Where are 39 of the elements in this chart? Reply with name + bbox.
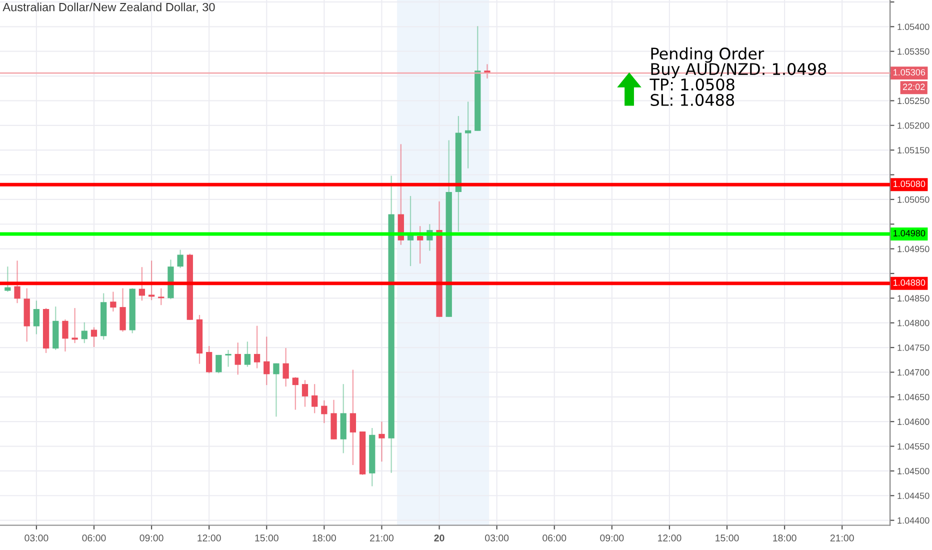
x-tick-label: 15:00 (255, 534, 278, 542)
x-tick-label: 03:00 (485, 534, 509, 542)
x-tick-label: 09:00 (600, 534, 624, 542)
y-tick-label: 1.04950 (898, 246, 930, 252)
y-tick-label: 1.04400 (898, 517, 930, 524)
x-tick-label: 06:00 (542, 534, 566, 542)
x-tick-label: 18:00 (312, 534, 336, 542)
y-tick-label: 1.04600 (898, 418, 930, 425)
ref-line-label: 1.04880 (894, 279, 926, 286)
x-tick-label: 03:00 (24, 534, 48, 542)
x-tick-label: 15:00 (716, 534, 739, 542)
chart-title: Australian Dollar/New Zealand Dollar, 30 (2, 2, 215, 13)
y-tick-label: 1.05200 (898, 122, 930, 129)
x-tick-label: 12:00 (658, 534, 682, 542)
y-tick-label: 1.04500 (898, 468, 930, 474)
x-tick-label: 20 (434, 534, 444, 542)
text: 22:02 (903, 84, 925, 90)
x-tick-label: 21:00 (830, 534, 854, 542)
y-tick-label: 1.04750 (898, 344, 930, 351)
y-tick-label: 1.05250 (898, 98, 930, 104)
ref-line-label: 1.04980 (894, 230, 926, 236)
ref-line-label: 1.05306 (894, 69, 926, 76)
y-tick-label: 1.05150 (898, 147, 930, 154)
x-tick-label: 09:00 (140, 534, 164, 542)
x-tick-label: 18:00 (773, 534, 796, 542)
ref-line-label: 1.05080 (894, 180, 926, 188)
y-tick-label: 1.05350 (898, 48, 930, 55)
y-tick-label: 1.05050 (898, 196, 930, 203)
y-tick-label: 1.04450 (898, 492, 930, 499)
y-tick-label: 1.04550 (898, 443, 930, 450)
x-tick-label: 21:00 (370, 534, 394, 542)
y-tick-label: 1.04700 (898, 369, 930, 376)
y-tick-label: 1.04800 (898, 320, 930, 326)
y-tick-label: 1.04850 (898, 295, 930, 302)
y-tick-label: 1.04650 (898, 394, 930, 400)
y-tick-label: 1.05400 (898, 24, 930, 30)
x-tick-label: 12:00 (198, 534, 221, 542)
x-tick-label: 06:00 (82, 534, 106, 542)
annotation: Pending Order Buy AUD/NZD: 1.0498 TP: 1.0508 SL: 1.0488 (650, 47, 826, 106)
